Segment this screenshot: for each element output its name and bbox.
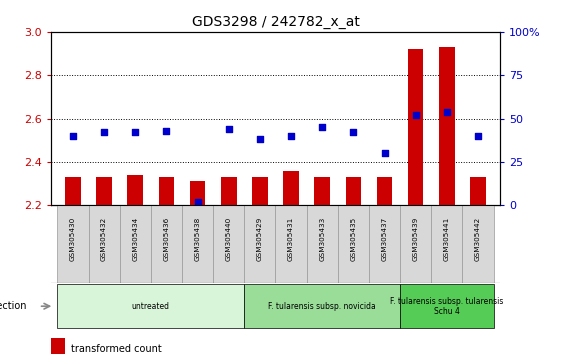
Point (286, 133, 295, 139)
Bar (57, 205, 89, 283)
Point (162, 128, 171, 133)
Bar (345, 177, 361, 205)
Bar (431, 205, 462, 283)
Text: GSM305434: GSM305434 (132, 217, 138, 261)
Text: GSM305441: GSM305441 (444, 217, 450, 261)
Bar (127, 175, 143, 205)
Bar (244, 205, 275, 283)
Point (380, 150, 389, 156)
Point (411, 112, 420, 118)
Bar (315, 177, 330, 205)
Point (256, 137, 265, 142)
Point (474, 133, 483, 139)
Text: GSM305435: GSM305435 (350, 217, 356, 261)
Bar (244, 284, 400, 328)
Bar (338, 205, 369, 283)
Point (442, 109, 452, 114)
Point (318, 124, 327, 130)
Bar (275, 205, 307, 283)
Point (99, 130, 108, 135)
Bar (221, 177, 236, 205)
Bar (182, 205, 213, 283)
Bar (400, 284, 494, 328)
Bar (158, 177, 174, 205)
Text: GSM305431: GSM305431 (288, 217, 294, 261)
Bar (120, 205, 151, 283)
Title: GDS3298 / 242782_x_at: GDS3298 / 242782_x_at (191, 16, 360, 29)
Text: GSM305436: GSM305436 (164, 217, 169, 261)
Text: F. tularensis subsp. novicida: F. tularensis subsp. novicida (268, 302, 376, 311)
Bar (51, 338, 65, 354)
Bar (400, 205, 431, 283)
Text: GSM305437: GSM305437 (382, 217, 387, 261)
Text: transformed count: transformed count (72, 344, 162, 354)
Bar (213, 205, 244, 283)
Bar (307, 205, 338, 283)
Bar (97, 177, 112, 205)
Text: GSM305438: GSM305438 (195, 217, 201, 261)
Point (349, 130, 358, 135)
Bar (283, 171, 299, 205)
Bar (151, 205, 182, 283)
Text: GSM305430: GSM305430 (70, 217, 76, 261)
Bar (408, 49, 424, 205)
Bar (462, 205, 494, 283)
Bar (190, 182, 206, 205)
Text: untreated: untreated (132, 302, 170, 311)
Point (131, 130, 140, 135)
Text: GSM305439: GSM305439 (413, 217, 419, 261)
Text: F. tularensis subsp. tularensis
Schu 4: F. tularensis subsp. tularensis Schu 4 (390, 297, 504, 316)
Text: GSM305433: GSM305433 (319, 217, 325, 261)
Text: GSM305442: GSM305442 (475, 217, 481, 261)
Bar (65, 177, 81, 205)
Bar (89, 205, 120, 283)
Bar (377, 177, 392, 205)
Bar (439, 47, 454, 205)
Bar (57, 284, 244, 328)
Text: GSM305429: GSM305429 (257, 217, 263, 261)
Point (68, 133, 77, 139)
Text: GSM305432: GSM305432 (101, 217, 107, 261)
Bar (252, 177, 268, 205)
Point (224, 126, 233, 132)
Text: GSM305440: GSM305440 (225, 217, 232, 261)
Bar (470, 177, 486, 205)
Bar (369, 205, 400, 283)
Point (193, 199, 202, 205)
Text: infection: infection (0, 301, 26, 311)
